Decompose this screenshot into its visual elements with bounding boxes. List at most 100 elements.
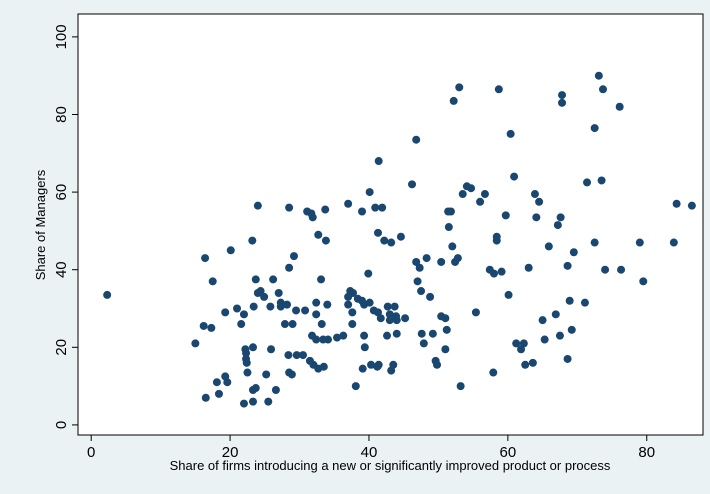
point <box>635 238 644 247</box>
point <box>504 290 513 299</box>
point <box>285 263 294 272</box>
point <box>251 275 260 284</box>
y-tick-label: 80 <box>53 106 70 123</box>
point <box>417 287 426 296</box>
point <box>251 384 260 393</box>
point <box>333 333 342 342</box>
point <box>239 310 248 319</box>
point <box>374 360 383 369</box>
point <box>556 213 565 222</box>
point <box>401 314 410 323</box>
point <box>594 71 603 80</box>
point <box>599 85 607 94</box>
point <box>392 316 401 325</box>
point <box>669 238 678 247</box>
point <box>321 236 330 245</box>
point <box>348 308 357 317</box>
point <box>249 343 257 352</box>
point <box>249 397 257 406</box>
point <box>191 339 200 348</box>
point <box>510 172 519 181</box>
point <box>441 314 450 323</box>
point <box>360 331 369 340</box>
point <box>284 351 293 360</box>
point <box>412 135 421 144</box>
x-axis-title: Share of firms introducing a new or sign… <box>170 458 611 473</box>
point <box>544 242 553 251</box>
point <box>428 329 437 338</box>
point <box>269 275 278 284</box>
point <box>317 320 326 329</box>
point <box>207 323 216 332</box>
point <box>385 316 394 325</box>
point <box>639 277 648 286</box>
point <box>208 277 217 286</box>
point <box>323 300 332 309</box>
point <box>597 176 606 185</box>
point <box>344 199 353 208</box>
point <box>590 124 599 133</box>
point <box>476 197 485 206</box>
point <box>312 310 321 319</box>
point <box>283 300 292 309</box>
point <box>389 360 398 369</box>
point <box>385 310 394 319</box>
point <box>364 269 373 278</box>
point <box>308 213 317 222</box>
point <box>494 85 503 94</box>
x-tick-label: 40 <box>361 444 378 461</box>
point <box>271 385 280 394</box>
point <box>365 188 374 197</box>
point <box>312 298 321 307</box>
point <box>371 203 380 212</box>
x-tick-label: 20 <box>222 444 239 461</box>
point <box>455 83 464 92</box>
point <box>237 320 246 329</box>
point <box>390 302 399 311</box>
point <box>242 349 251 358</box>
point <box>448 242 457 251</box>
point <box>248 236 257 245</box>
point <box>339 331 348 340</box>
point <box>280 320 289 329</box>
point <box>223 378 232 387</box>
point <box>324 335 332 344</box>
y-tick-label: 100 <box>53 24 70 49</box>
point <box>558 98 567 107</box>
point <box>358 207 367 216</box>
x-tick-label: 0 <box>87 444 95 461</box>
point <box>433 360 442 369</box>
point <box>351 382 360 391</box>
point <box>437 257 446 266</box>
point <box>299 351 307 360</box>
point <box>590 238 599 247</box>
point <box>396 232 405 241</box>
point <box>376 314 385 323</box>
y-tick-label: 20 <box>53 339 70 356</box>
point <box>201 393 210 402</box>
point <box>365 298 374 307</box>
point <box>535 197 544 206</box>
point <box>285 203 294 212</box>
y-tick-label: 60 <box>53 184 70 201</box>
point <box>458 190 467 199</box>
point <box>580 298 589 307</box>
point <box>497 267 506 276</box>
point <box>378 203 387 212</box>
point <box>453 254 462 263</box>
point <box>239 399 248 408</box>
point <box>480 190 489 199</box>
point <box>292 351 301 360</box>
point <box>319 362 328 371</box>
point <box>426 292 435 301</box>
point <box>415 263 424 272</box>
point <box>441 345 450 354</box>
point <box>512 339 521 348</box>
point <box>442 325 451 334</box>
point <box>417 329 426 338</box>
point <box>538 316 547 325</box>
x-tick-label: 80 <box>638 444 655 461</box>
point <box>249 302 258 311</box>
point <box>221 308 230 317</box>
